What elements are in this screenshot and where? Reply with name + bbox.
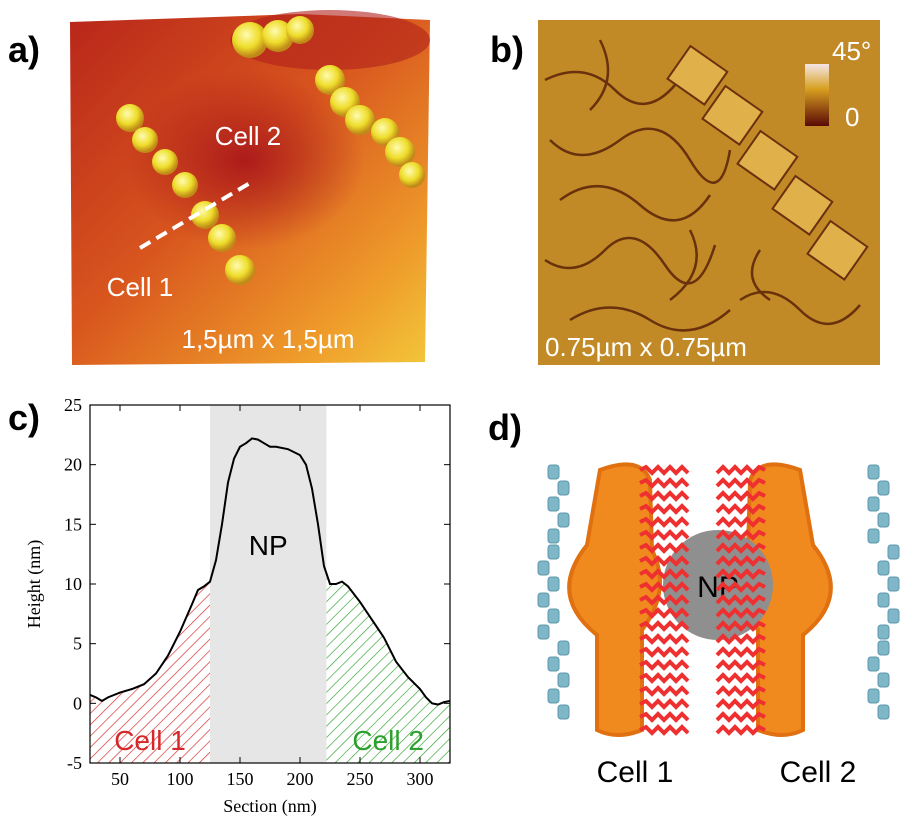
- protein-segment: [548, 545, 559, 559]
- lipid-tail: [640, 623, 688, 629]
- protein-segment: [868, 657, 879, 671]
- membrane-diagram: NP Cell 1 Cell 2: [538, 464, 899, 789]
- cell-label: Cell 1: [597, 756, 674, 789]
- colorbar-label: 0: [845, 102, 859, 132]
- protein-segment: [878, 513, 889, 527]
- x-tick-label: 50: [111, 769, 129, 789]
- region-label: NP: [249, 530, 288, 561]
- y-tick-label: 20: [64, 455, 82, 475]
- x-tick-label: 250: [347, 769, 374, 789]
- x-axis-label: Section (nm): [223, 796, 316, 817]
- protein-segment: [888, 577, 899, 591]
- protein-segment: [548, 689, 559, 703]
- lipid-tail: [640, 675, 688, 681]
- cell-label: Cell 2: [780, 756, 857, 789]
- protein-segment: [548, 465, 559, 479]
- protein-segment: [868, 529, 879, 543]
- x-tick-label: 200: [287, 769, 314, 789]
- protein-segment: [558, 673, 569, 687]
- protein-segment: [878, 673, 889, 687]
- panel-label: a): [8, 29, 40, 70]
- x-tick-label: 100: [167, 769, 194, 789]
- annotation: Cell 2: [215, 121, 281, 151]
- protein-segment: [548, 497, 559, 511]
- protein-segment: [878, 705, 889, 719]
- x-tick-label: 300: [407, 769, 434, 789]
- y-tick-label: 15: [64, 514, 82, 534]
- region: [210, 405, 326, 763]
- protein-segment: [538, 561, 549, 575]
- protein-segment: [878, 593, 889, 607]
- scale-text: 1,5µm x 1,5µm: [181, 324, 354, 354]
- protein-segment: [868, 689, 879, 703]
- y-axis-label: Height (nm): [24, 540, 45, 628]
- x-tick-label: 150: [227, 769, 254, 789]
- lipid-tail: [717, 727, 765, 733]
- lipid-tail: [640, 701, 688, 707]
- protein-segment: [558, 705, 569, 719]
- protein-segment: [888, 609, 899, 623]
- y-tick-label: 0: [73, 693, 82, 713]
- protein-segment: [548, 529, 559, 543]
- protein-segment: [878, 641, 889, 655]
- panel-label: c): [8, 397, 40, 438]
- protein-segment: [878, 561, 889, 575]
- protein-segment: [548, 577, 559, 591]
- lipid-tail: [640, 662, 688, 668]
- protein-segment: [868, 497, 879, 511]
- protein-segment: [558, 641, 569, 655]
- y-tick-label: 25: [64, 395, 82, 415]
- protein-segment: [538, 593, 549, 607]
- chart: Cell 1 NP Cell 2 -5 0 5 10 15 20 25 50 100 150 200 250…: [24, 395, 450, 817]
- afm-3d-image: Cell 2 Cell 1 1,5µm x 1,5µm: [70, 10, 430, 365]
- figure: a) Cell 2 Cell 1 1,5µm x 1,5µm b) 45° 0 …: [0, 0, 903, 820]
- y-tick-label: 5: [73, 634, 82, 654]
- protein-segment: [878, 481, 889, 495]
- protein-segment: [548, 657, 559, 671]
- lipid-tail: [640, 688, 688, 694]
- protein-segment: [868, 465, 879, 479]
- panel-label: b): [490, 29, 524, 70]
- protein-segment: [548, 609, 559, 623]
- protein-segment: [878, 625, 889, 639]
- lipid-tail: [640, 714, 688, 720]
- scale-text: 0.75µm x 0.75µm: [545, 332, 747, 362]
- y-tick-label: -5: [67, 753, 82, 773]
- colorbar: [805, 64, 829, 126]
- panel-label: d): [488, 407, 522, 448]
- annotation: Cell 1: [107, 272, 173, 302]
- lipid-tail: [640, 649, 688, 655]
- lipid-tail: [640, 636, 688, 642]
- protein-segment: [558, 481, 569, 495]
- region-label: Cell 1: [114, 725, 186, 756]
- colorbar-label: 45°: [832, 36, 871, 66]
- protein-segment: [888, 545, 899, 559]
- afm-phase-image: 45° 0 0.75µm x 0.75µm: [538, 20, 880, 365]
- y-tick-label: 10: [64, 574, 82, 594]
- lipid-tail: [640, 727, 688, 733]
- protein-segment: [538, 625, 549, 639]
- protein-segment: [558, 513, 569, 527]
- region-label: Cell 2: [352, 725, 424, 756]
